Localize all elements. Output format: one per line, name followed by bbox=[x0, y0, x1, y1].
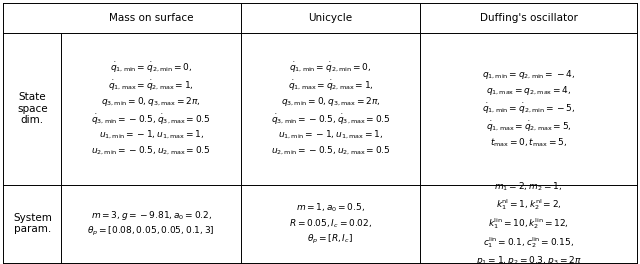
Text: State
space
dim.: State space dim. bbox=[17, 92, 47, 125]
Text: $m_1 = 2, m_2 = 1,$
$k_1^{\mathrm{nl}} = 1, k_2^{\mathrm{nl}} = 2,$
$k_1^{\mathr: $m_1 = 2, m_2 = 1,$ $k_1^{\mathrm{nl}} =… bbox=[476, 181, 581, 264]
Text: Duffing's oscillator: Duffing's oscillator bbox=[479, 13, 577, 23]
Text: $\dot{q}_{1,\min} = \dot{q}_{2,\min} = 0,$
$\dot{q}_{1,\max} = \dot{q}_{2,\max} : $\dot{q}_{1,\min} = \dot{q}_{2,\min} = 0… bbox=[92, 60, 211, 157]
Text: $m = 3, g = -9.81, a_0 = 0.2,$
$\theta_p = [0.08, 0.05, 0.05, 0.1, 3]$: $m = 3, g = -9.81, a_0 = 0.2,$ $\theta_p… bbox=[87, 209, 215, 238]
Text: Unicycle: Unicycle bbox=[308, 13, 353, 23]
Text: $\dot{q}_{1,\min} = \dot{q}_{2,\min} = 0,$
$\dot{q}_{1,\max} = \dot{q}_{2,\max} : $\dot{q}_{1,\min} = \dot{q}_{2,\min} = 0… bbox=[271, 60, 390, 157]
Text: $m = 1, a_0 = 0.5,$
$R = 0.05, I_c = 0.02,$
$\theta_p = [R, I_c]$: $m = 1, a_0 = 0.5,$ $R = 0.05, I_c = 0.0… bbox=[289, 201, 372, 246]
Text: System
param.: System param. bbox=[13, 213, 52, 234]
Text: $q_{1,\min} = q_{2,\min} = -4,$
$q_{1,\max} = q_{2,\max} = 4,$
$\dot{q}_{1,\min}: $q_{1,\min} = q_{2,\min} = -4,$ $q_{1,\m… bbox=[482, 68, 575, 149]
Text: Mass on surface: Mass on surface bbox=[109, 13, 193, 23]
